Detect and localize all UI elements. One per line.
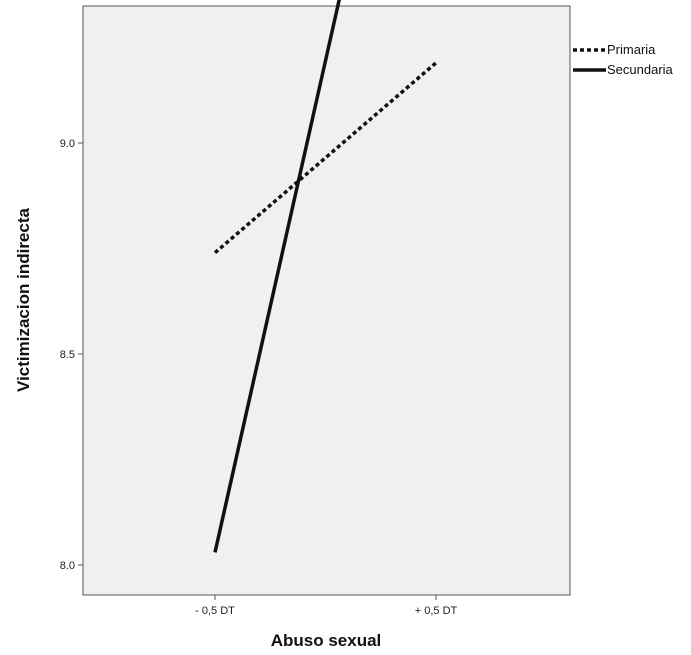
- legend-label-secundaria: Secundaria: [607, 62, 674, 77]
- plot-area: [82, 5, 571, 596]
- y-tick-label: 8.0: [60, 560, 75, 572]
- y-axis-title: Victimizacion indirecta: [14, 208, 33, 392]
- y-tick-label: 9.0: [60, 138, 75, 150]
- series-layer: [213, 0, 438, 553]
- legend-label-primaria: Primaria: [607, 42, 656, 57]
- y-tick-label: 8.5: [60, 349, 75, 361]
- x-tick-label: + 0,5 DT: [415, 605, 458, 617]
- series-line-secundaria: [213, 0, 341, 553]
- x-axis-title: Abuso sexual: [271, 631, 382, 650]
- y-axis: 8.08.59.09.510.010.5: [60, 138, 83, 572]
- x-tick-label: - 0,5 DT: [195, 605, 235, 617]
- x-axis: - 0,5 DT + 0,5 DT: [195, 595, 458, 617]
- legend: Primaria Secundaria: [573, 42, 674, 77]
